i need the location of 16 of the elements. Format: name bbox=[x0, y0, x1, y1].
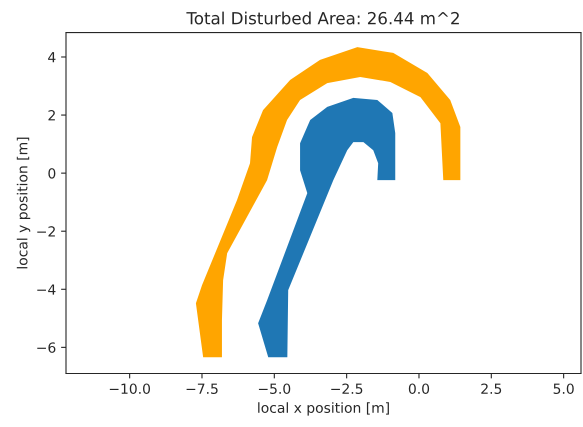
y-tick-label: −4 bbox=[37, 284, 56, 295]
y-tick-label: 0 bbox=[48, 168, 56, 179]
y-tick-label: −2 bbox=[37, 226, 55, 236]
x-tick-label: −5.0 bbox=[258, 383, 290, 394]
y-axis-title: local y position [m] bbox=[16, 138, 30, 268]
x-axis-title: local x position [m] bbox=[258, 402, 389, 416]
y-tick-label: −6 bbox=[37, 342, 56, 353]
y-tick-label: 2 bbox=[48, 110, 55, 120]
x-tick-label: −10.0 bbox=[110, 383, 150, 394]
y-tick-label: 4 bbox=[48, 52, 56, 62]
x-tick-label: −2.5 bbox=[331, 383, 362, 394]
chart-title: Total Disturbed Area: 26.44 m^2 bbox=[186, 12, 459, 25]
x-tick-label: 0.0 bbox=[408, 383, 430, 394]
x-tick-label: 5.0 bbox=[554, 383, 574, 394]
x-tick-label: 2.5 bbox=[481, 383, 502, 394]
x-tick-label: −7.5 bbox=[186, 384, 218, 394]
